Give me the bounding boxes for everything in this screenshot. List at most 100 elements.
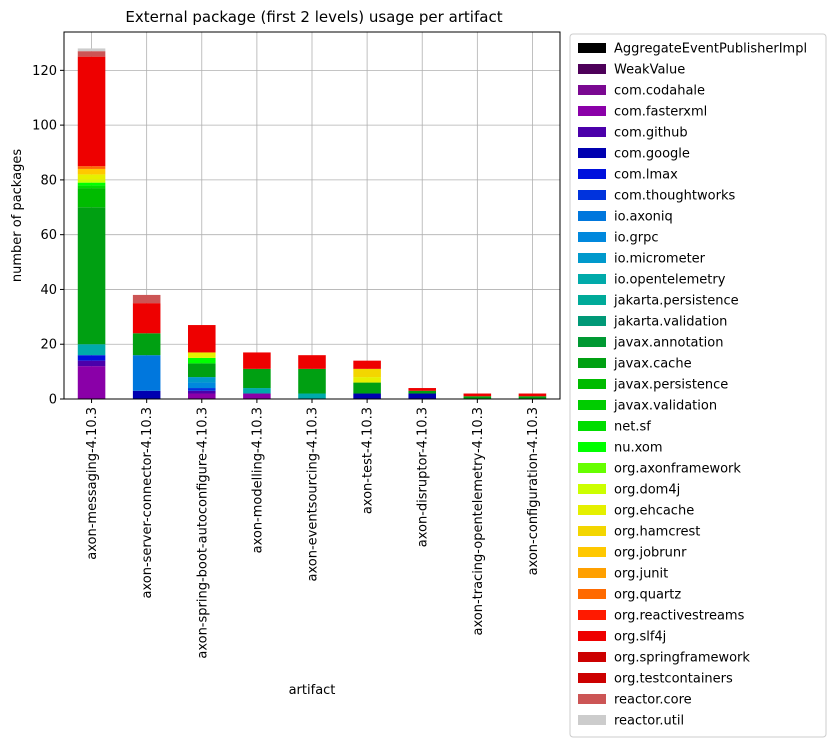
y-axis: 0 20 40 60 80 100 120 (32, 64, 64, 408)
legend-label: io.grpc (614, 231, 658, 246)
bar-segment (408, 388, 436, 391)
bar-segment (518, 393, 547, 397)
legend-swatch (578, 190, 606, 200)
legend-swatch (578, 337, 606, 347)
bar-segment (353, 382, 381, 394)
legend-swatch (578, 106, 606, 116)
legend-swatch (578, 358, 606, 368)
bar-segment (188, 382, 216, 389)
bar-segment (353, 393, 381, 399)
legend-label: com.fasterxml (614, 105, 707, 120)
legend-swatch (578, 64, 606, 74)
bar-segment (188, 325, 216, 353)
bars (77, 48, 547, 399)
bar-segment (353, 368, 381, 378)
legend-swatch (578, 211, 606, 221)
legend: AggregateEventPublisherImpl WeakValue com.… (569, 33, 827, 738)
y-tick-label: 120 (32, 64, 57, 79)
bar-segment (463, 396, 492, 399)
legend-label: AggregateEventPublisherImpl (614, 42, 807, 57)
legend-swatch (578, 148, 606, 158)
y-tick-label: 40 (40, 283, 57, 298)
bar-segment (298, 368, 326, 394)
y-tick-label: 20 (40, 338, 57, 353)
bar-segment (408, 393, 436, 399)
bar-segment (132, 294, 161, 304)
bar-segment (77, 182, 106, 186)
legend-label: com.github (614, 126, 688, 141)
bar-segment (77, 360, 106, 367)
legend-swatch (578, 505, 606, 515)
legend-swatch (578, 232, 606, 242)
legend-swatch (578, 463, 606, 473)
x-tick-label: axon-configuration-4.10.3 (526, 407, 541, 575)
bar-segment (77, 179, 106, 183)
legend-swatch (578, 715, 606, 725)
legend-swatch (578, 127, 606, 137)
legend-swatch (578, 589, 606, 599)
bar-segment (188, 377, 216, 383)
y-axis-title: number of packages (10, 149, 25, 282)
y-tick-label: 80 (40, 173, 57, 188)
legend-label: org.testcontainers (614, 672, 733, 687)
legend-swatch (578, 421, 606, 431)
legend-swatch (578, 652, 606, 662)
x-tick-label: axon-spring-boot-autoconfigure-4.10.3 (195, 407, 210, 659)
bar-segment (132, 333, 161, 356)
legend-label: nu.xom (614, 441, 663, 456)
legend-label: com.google (614, 147, 690, 162)
bar-segment (132, 355, 161, 391)
bar-segment (77, 51, 106, 57)
legend-swatch (578, 253, 606, 263)
legend-swatch (578, 43, 606, 53)
bar-segment (188, 393, 216, 399)
bar-segment (298, 393, 326, 399)
bar-segment (188, 390, 216, 394)
legend-label: org.hamcrest (614, 525, 700, 540)
legend-swatch (578, 316, 606, 326)
bar-segment (77, 174, 106, 180)
legend-label: io.axoniq (614, 210, 673, 225)
x-axis: axon-messaging-4.10.3 axon-server-connect… (85, 399, 541, 659)
legend-label: org.junit (614, 567, 668, 582)
bar-segment (77, 185, 106, 189)
legend-label: jakarta.persistence (613, 294, 739, 309)
bar-segment (77, 56, 106, 167)
x-axis-title: artifact (289, 683, 336, 698)
bar-segment (77, 168, 106, 175)
legend-swatch (578, 568, 606, 578)
bar-segment (132, 390, 161, 399)
legend-label: reactor.core (614, 693, 692, 708)
bar-segment (77, 48, 106, 52)
legend-label: javax.cache (613, 357, 692, 372)
legend-swatch (578, 631, 606, 641)
x-tick-label: axon-messaging-4.10.3 (85, 407, 100, 560)
legend-swatch (578, 484, 606, 494)
legend-swatch (578, 274, 606, 284)
bar-segment (243, 352, 271, 369)
bar-segment (77, 366, 106, 399)
x-tick-label: axon-tracing-opentelemetry-4.10.3 (471, 407, 486, 636)
x-tick-label: axon-test-4.10.3 (361, 407, 376, 514)
legend-swatch (578, 673, 606, 683)
legend-label: javax.annotation (613, 336, 723, 351)
y-tick-label: 60 (40, 228, 57, 243)
bar-segment (77, 344, 106, 356)
legend-label: org.dom4j (614, 483, 680, 498)
bar-segment (353, 360, 381, 369)
bar-segment (463, 393, 492, 397)
legend-label: org.reactivestreams (614, 609, 745, 624)
x-tick-label: axon-server-connector-4.10.3 (140, 407, 155, 598)
bar-segment (77, 188, 106, 208)
bar-segment (77, 355, 106, 361)
legend-box (569, 33, 827, 738)
legend-label: jakarta.validation (613, 315, 727, 330)
x-tick-label: axon-modelling-4.10.3 (250, 407, 265, 553)
bar-segment (77, 166, 106, 169)
legend-label: javax.validation (613, 399, 717, 414)
legend-label: io.micrometer (614, 252, 706, 267)
legend-swatch (578, 169, 606, 179)
y-tick-label: 100 (32, 119, 57, 134)
legend-swatch (578, 547, 606, 557)
